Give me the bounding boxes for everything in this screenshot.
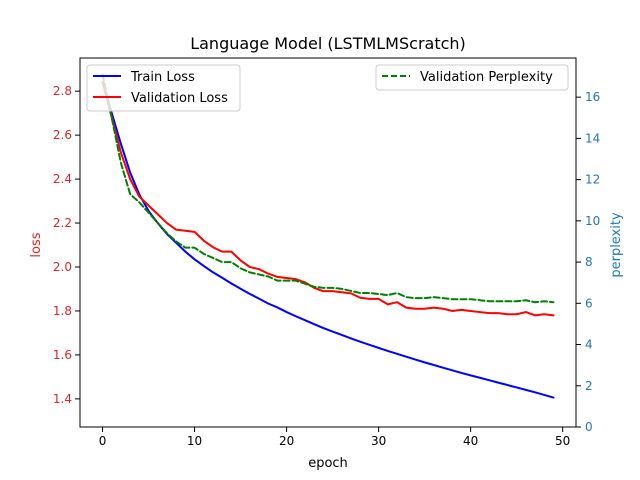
legend-left: Train Loss Validation Loss <box>86 64 241 112</box>
x-tick-label: 50 <box>555 434 570 448</box>
y-left-tick-label: 2.6 <box>53 128 72 142</box>
y-left-tick-label: 2.0 <box>53 260 72 274</box>
y-left-tick-label: 1.8 <box>53 304 72 318</box>
legend-right: Validation Perplexity <box>375 64 569 91</box>
x-tick-label: 40 <box>463 434 478 448</box>
y-right-tick-label: 16 <box>585 90 600 104</box>
legend-label-train-loss: Train Loss <box>130 70 195 85</box>
x-tick-label: 20 <box>279 434 294 448</box>
legend-label-validation-perplexity: Validation Perplexity <box>420 70 553 85</box>
y-right-tick-label: 8 <box>585 255 593 269</box>
y-right-tick-label: 6 <box>585 296 593 310</box>
axis-layer: 0 10 20 30 40 50 1.4 1.6 1.8 2.0 2.2 2.4 2.6 2.8 0 2 4 6 8… <box>53 84 600 448</box>
y-right-tick-label: 0 <box>585 420 593 434</box>
x-tick-label: 10 <box>187 434 202 448</box>
series-line-validation-perplexity <box>101 73 555 304</box>
x-tick-label: 0 <box>99 434 107 448</box>
y-right-tick-label: 14 <box>585 131 600 145</box>
legend-left-box <box>86 64 241 112</box>
y-right-tick-label: 4 <box>585 338 593 352</box>
y-left-tick-label: 2.2 <box>53 216 72 230</box>
legend-label-validation-loss: Validation Loss <box>131 91 228 106</box>
y-right-tick-label: 10 <box>585 214 600 228</box>
chart-title: Language Model (LSTMLMScratch) <box>190 34 466 53</box>
x-tick-label: 30 <box>371 434 386 448</box>
series-layer <box>101 73 555 399</box>
series-line-validation-loss <box>101 80 555 317</box>
plot-frame <box>79 57 577 428</box>
x-axis-label: epoch <box>308 456 348 471</box>
y-left-tick-label: 2.8 <box>53 84 72 98</box>
y-left-tick-label: 1.6 <box>53 348 72 362</box>
y-right-tick-label: 12 <box>585 173 600 187</box>
legend-right-box <box>375 64 569 91</box>
y-axis-label-right: perplexity <box>609 212 624 278</box>
y-left-tick-label: 1.4 <box>53 392 72 406</box>
series-line-train-loss <box>101 80 555 399</box>
y-right-tick-label: 2 <box>585 379 593 393</box>
y-left-tick-label: 2.4 <box>53 172 72 186</box>
y-axis-label-left: loss <box>29 232 44 257</box>
